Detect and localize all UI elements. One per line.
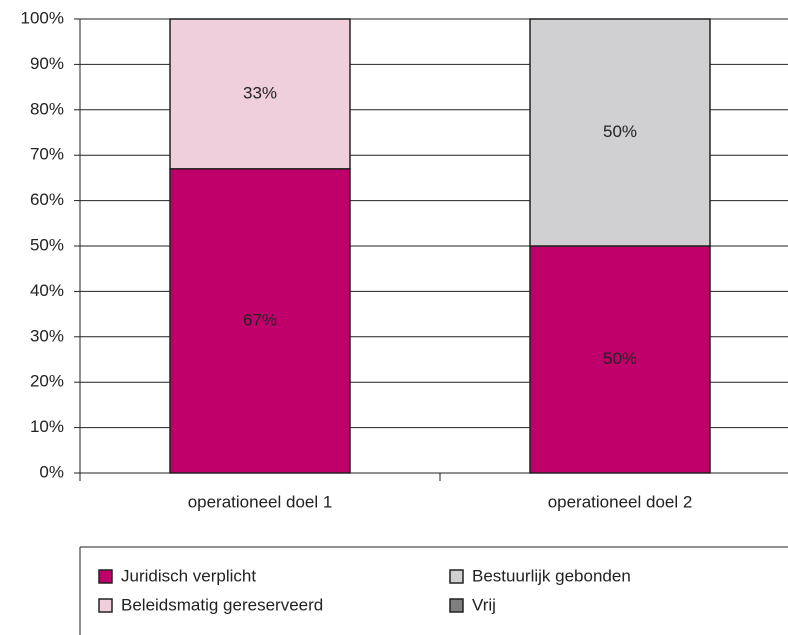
y-tick-label: 30% bbox=[30, 326, 64, 345]
data-label: 33% bbox=[243, 83, 277, 102]
y-tick-label: 80% bbox=[30, 99, 64, 118]
legend-label: Vrij bbox=[472, 595, 496, 614]
y-tick-label: 40% bbox=[30, 281, 64, 300]
y-tick-label: 60% bbox=[30, 190, 64, 209]
y-tick-label: 0% bbox=[39, 462, 64, 481]
y-tick-label: 90% bbox=[30, 54, 64, 73]
data-label: 67% bbox=[243, 310, 277, 329]
legend-swatch bbox=[98, 598, 113, 613]
legend-swatch bbox=[98, 569, 113, 584]
bar-segment bbox=[529, 18, 711, 247]
legend-label: Beleidsmatig gereserveerd bbox=[121, 595, 323, 614]
y-tick-label: 100% bbox=[21, 8, 64, 27]
y-tick-label: 50% bbox=[30, 235, 64, 254]
legend-swatch bbox=[449, 569, 464, 584]
x-tick-label: operationeel doel 1 bbox=[188, 492, 333, 511]
data-label: 50% bbox=[603, 349, 637, 368]
bar-segment bbox=[169, 168, 351, 474]
bar-segment bbox=[529, 245, 711, 474]
y-tick-label: 20% bbox=[30, 372, 64, 391]
legend-label: Juridisch verplicht bbox=[121, 566, 256, 585]
legend-swatch bbox=[449, 598, 464, 613]
bar-segment bbox=[169, 18, 351, 170]
y-tick-label: 10% bbox=[30, 417, 64, 436]
x-tick-label: operationeel doel 2 bbox=[548, 492, 693, 511]
y-tick-label: 70% bbox=[30, 145, 64, 164]
legend-label: Bestuurlijk gebonden bbox=[472, 566, 631, 585]
data-label: 50% bbox=[603, 122, 637, 141]
